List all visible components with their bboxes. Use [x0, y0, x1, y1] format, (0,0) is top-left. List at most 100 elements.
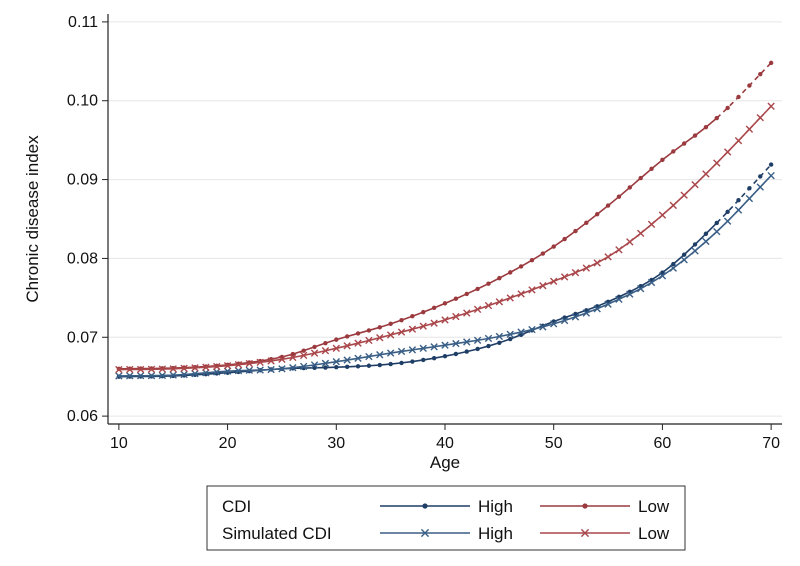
data-point: [573, 228, 578, 234]
data-point: [289, 364, 297, 372]
data-point: [594, 212, 600, 217]
data-point: [658, 272, 667, 280]
data-point: [767, 102, 775, 110]
data-point: [758, 174, 763, 179]
data-point: [484, 301, 493, 310]
data-point: [397, 347, 406, 356]
data-point: [713, 159, 721, 167]
data-point: [169, 365, 177, 373]
data-point: [497, 340, 502, 345]
data-point: [506, 294, 514, 302]
legend: CDI High Low Simulated CDI High Low: [206, 485, 686, 551]
data-point: [421, 357, 426, 363]
data-point: [365, 336, 373, 345]
data-point: [660, 157, 665, 163]
data-point: [136, 372, 145, 380]
data-point: [486, 343, 491, 349]
data-point: [386, 349, 395, 357]
data-point: [355, 364, 361, 369]
series-line-dashed: [716, 164, 772, 224]
data-point: [376, 334, 384, 342]
data-point: [626, 238, 634, 246]
data-point: [323, 340, 328, 346]
y-tick-label: 0.11: [68, 14, 98, 31]
data-point: [560, 273, 569, 281]
data-point: [299, 362, 308, 371]
data-point: [310, 349, 319, 357]
data-point: [431, 305, 437, 311]
tick-labels: 0.06 0.07 0.08 0.09 0.10 0.11 10 20 30 40 50 60 70: [67, 14, 780, 452]
data-point: [736, 198, 741, 203]
data-point: [377, 325, 382, 330]
data-point: [463, 309, 471, 317]
data-point: [475, 286, 480, 292]
data-point: [115, 372, 123, 380]
data-point: [202, 369, 210, 377]
data-point: [703, 231, 709, 236]
gridlines: [108, 21, 782, 417]
data-point: [267, 357, 275, 365]
data-point: [126, 372, 134, 380]
data-point: [344, 334, 350, 339]
data-point: [768, 162, 774, 167]
data-point: [301, 348, 306, 353]
data-point: [681, 252, 687, 257]
data-point: [725, 209, 730, 215]
x-tick-label: 40: [436, 435, 454, 452]
data-point: [714, 115, 719, 121]
data-point: [582, 264, 591, 272]
data-point: [517, 290, 525, 298]
data-point: [388, 361, 393, 367]
data-point: [616, 194, 622, 199]
data-point: [410, 314, 415, 319]
data-point: [604, 253, 612, 261]
data-point: [278, 355, 286, 364]
data-point: [615, 246, 623, 254]
data-point: [768, 60, 774, 66]
y-tick-label: 0.07: [67, 329, 98, 346]
series-line-dashed: [716, 62, 772, 119]
data-point: [539, 281, 547, 290]
data-point: [245, 359, 254, 368]
data-point: [571, 268, 580, 277]
data-point: [671, 149, 676, 154]
data-point: [551, 244, 556, 249]
y-tick-label: 0.08: [67, 250, 98, 267]
data-point: [334, 337, 339, 342]
legend-row-label: Simulated CDI: [222, 524, 332, 543]
data-point: [442, 353, 448, 359]
data-point: [191, 364, 199, 372]
data-point: [452, 339, 460, 348]
data-point: [223, 367, 232, 375]
data-point: [714, 220, 719, 226]
data-point: [518, 264, 524, 269]
data-point: [223, 361, 232, 370]
data-point: [767, 171, 775, 180]
data-point: [638, 175, 643, 181]
legend-row-label: CDI: [222, 497, 251, 516]
data-point: [508, 336, 513, 342]
data-point: [747, 186, 752, 191]
x-axis-label: Age: [430, 453, 460, 472]
data-point: [321, 359, 330, 368]
data-point: [758, 71, 763, 77]
data-point: [376, 351, 384, 359]
x-tick-label: 20: [219, 435, 237, 452]
data-point: [636, 229, 645, 238]
data-point: [680, 191, 688, 199]
data-point: [441, 341, 449, 349]
data-point: [256, 366, 264, 374]
data-point: [158, 371, 167, 380]
data-point: [582, 309, 591, 317]
data-point: [517, 328, 525, 336]
data-point: [343, 342, 351, 350]
y-axis-label: Chronic disease index: [23, 135, 42, 303]
data-point: [604, 300, 612, 308]
data-point: [158, 365, 167, 373]
data-point: [213, 362, 221, 371]
data-point: [312, 344, 317, 350]
data-point: [430, 319, 438, 327]
data-point: [344, 364, 350, 369]
